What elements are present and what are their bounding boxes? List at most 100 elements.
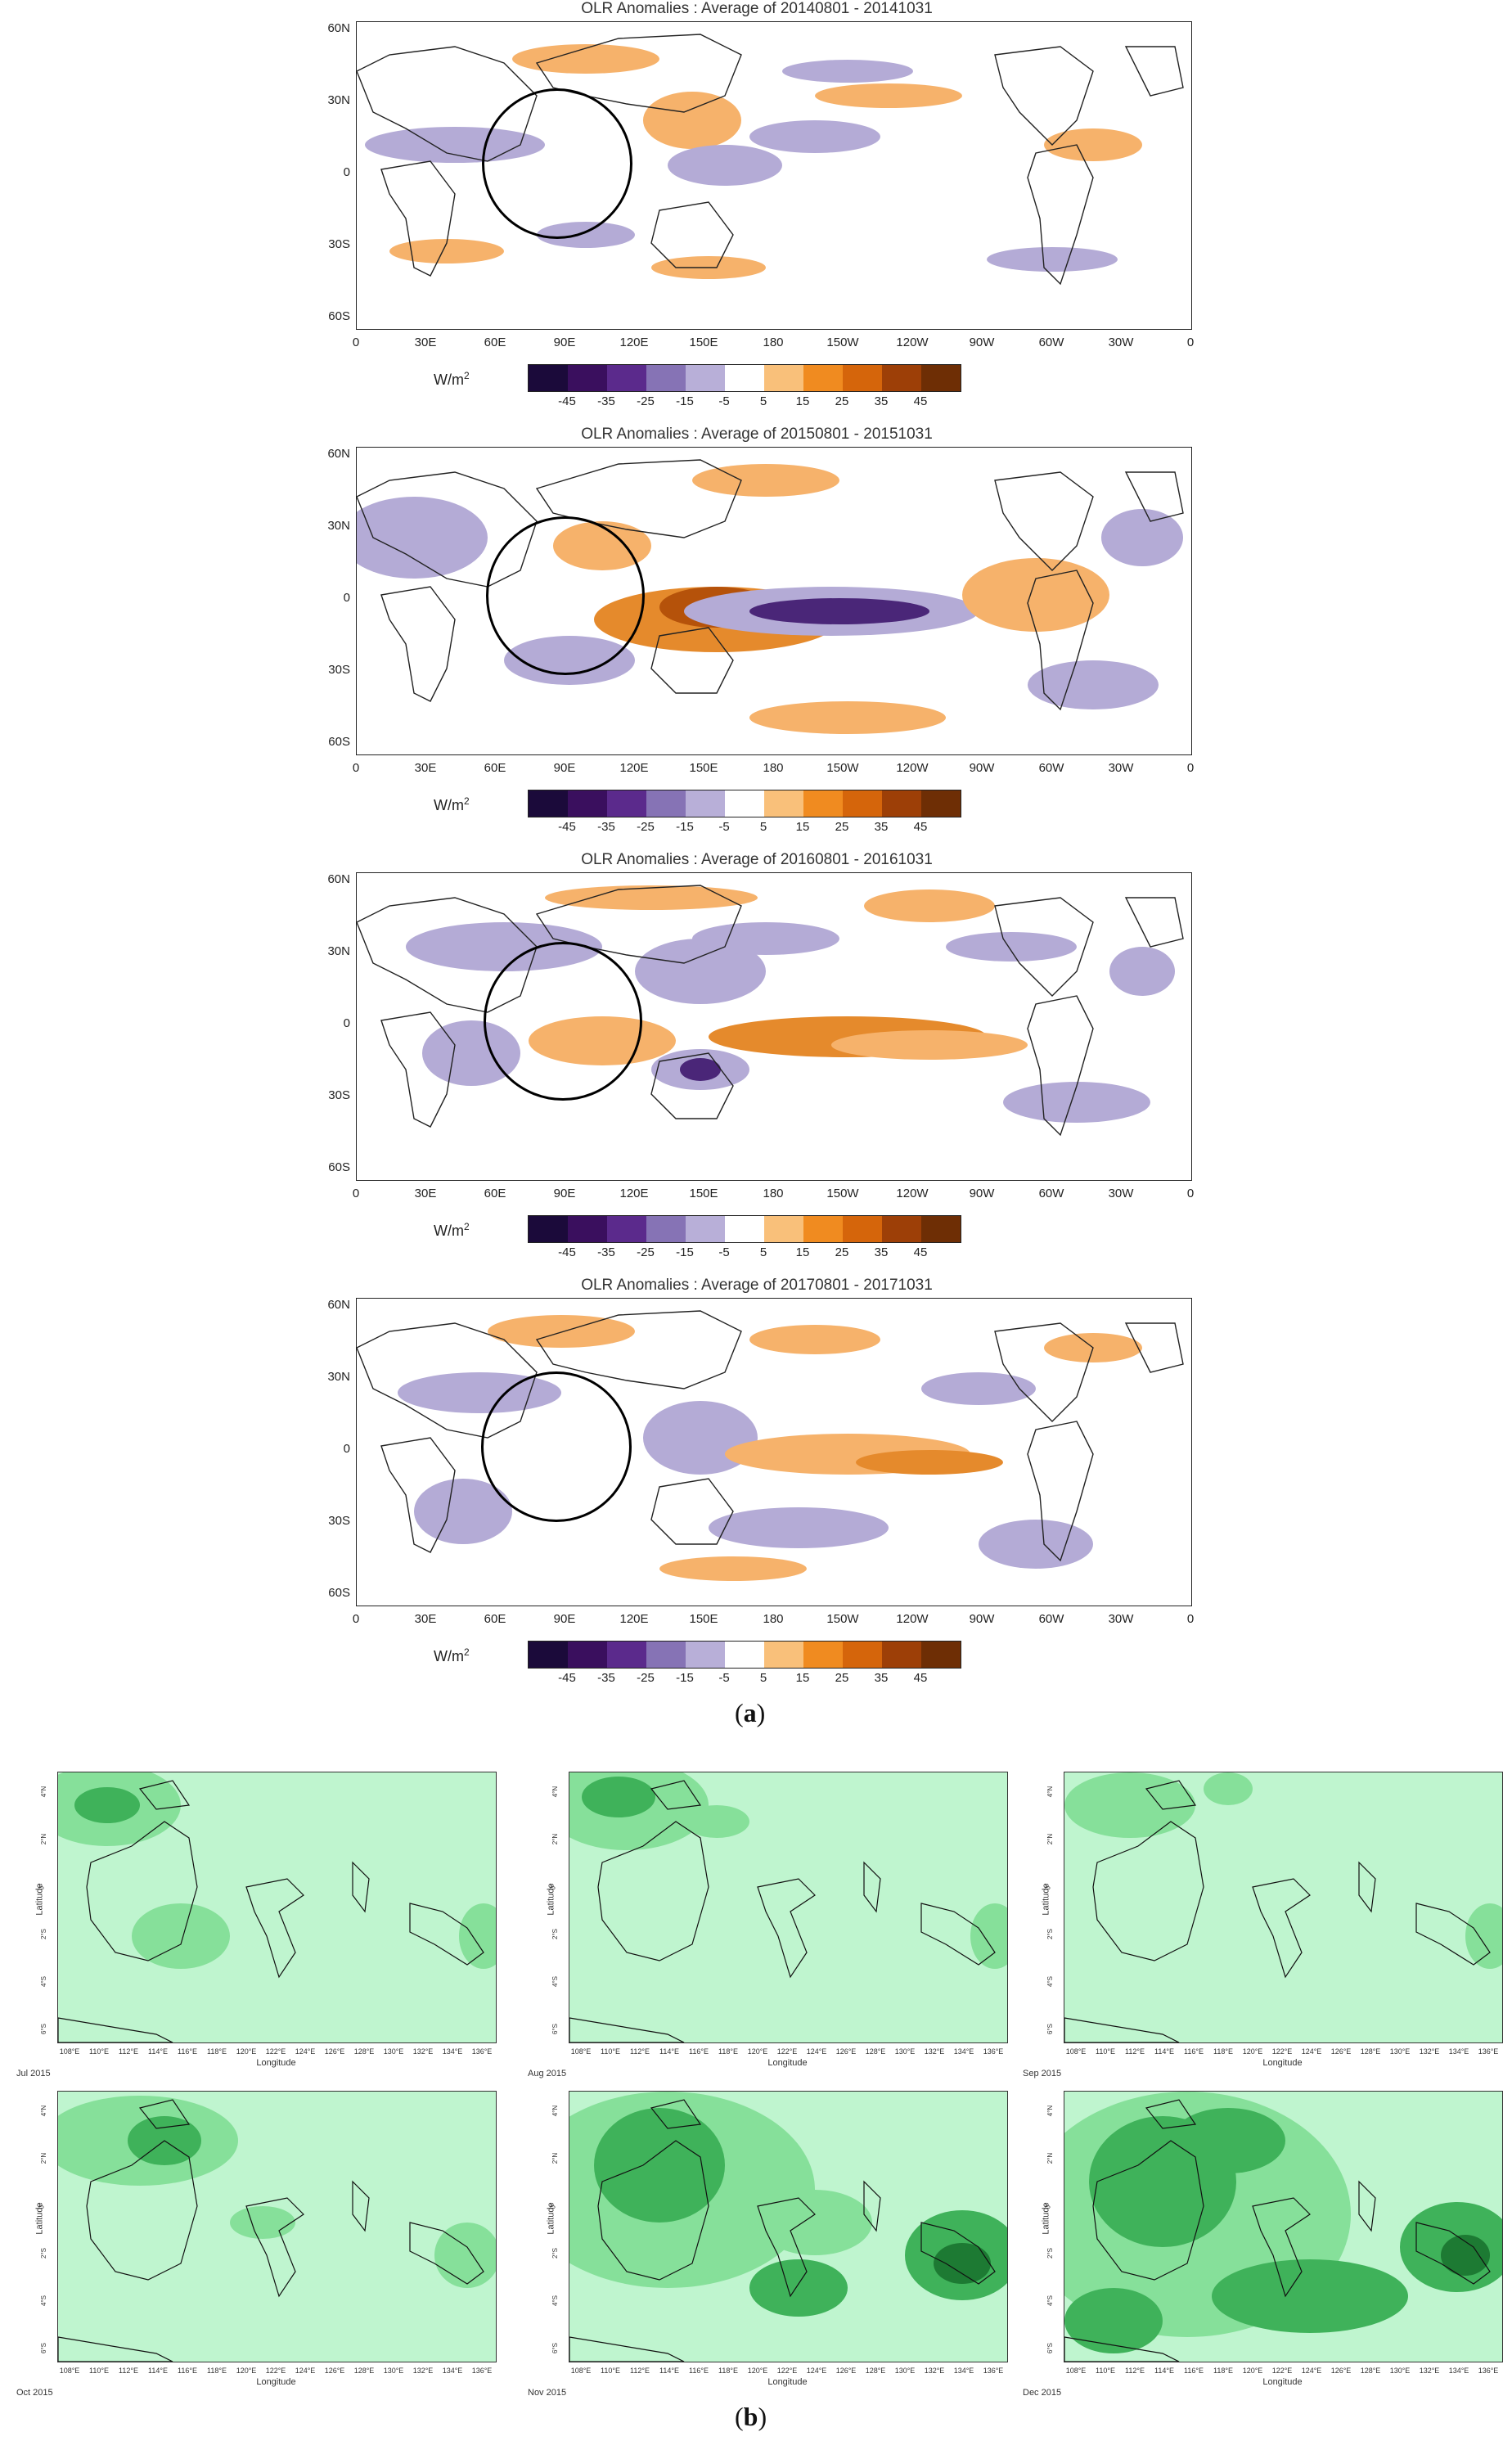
lon-label: 90W xyxy=(969,1612,995,1626)
colorbar-unit: W/m2 xyxy=(434,1221,470,1239)
lon-label: 136°E xyxy=(983,2047,1004,2056)
lon-label: 30E xyxy=(414,336,437,349)
colorbar-swatch xyxy=(725,1216,764,1242)
lat-label: 0° xyxy=(38,2202,46,2209)
monthly-map-3: Latitude 4°N 2°N 0° 2°S 4°S 6°S 108°E 110°E 112°E… xyxy=(1042,1772,1503,2068)
coastline xyxy=(1358,1861,1376,1913)
lon-label: 90W xyxy=(969,336,995,349)
colorbar-tick: 45 xyxy=(913,820,928,834)
colorbar-tick: -35 xyxy=(597,1671,615,1685)
lat-label: 2°S xyxy=(551,2248,559,2259)
lon-label: 0 xyxy=(352,1612,360,1626)
lon-label: 112°E xyxy=(1125,2367,1145,2375)
highlight-circle xyxy=(486,516,645,675)
colorbar-unit: W/m2 xyxy=(434,1646,470,1664)
intensity-region xyxy=(1171,2108,1285,2173)
lat-label: 60N xyxy=(327,447,350,461)
intensity-region xyxy=(1064,2288,1163,2353)
lon-label: 90E xyxy=(553,761,576,775)
lon-label: 128°E xyxy=(1360,2367,1381,2375)
month-label: Sep 2015 xyxy=(1023,2069,1062,2078)
lon-label: 130°E xyxy=(894,2047,916,2056)
coastline xyxy=(138,1780,191,1810)
month-label: Oct 2015 xyxy=(16,2388,53,2398)
lon-label: 126°E xyxy=(324,2367,345,2375)
intensity-region xyxy=(582,1777,655,1817)
lon-label: 122°E xyxy=(1271,2047,1293,2056)
lon-label: 110°E xyxy=(1096,2367,1115,2375)
lat-label: 4°N xyxy=(1046,2105,1055,2117)
lon-label: 118°E xyxy=(718,2047,738,2056)
coastline xyxy=(994,897,1094,997)
colorbar-swatch xyxy=(725,790,764,817)
month-label: Nov 2015 xyxy=(528,2388,567,2398)
lon-label: 108°E xyxy=(59,2367,80,2375)
colorbar-swatch xyxy=(882,365,921,391)
lon-label: 118°E xyxy=(1213,2047,1233,2056)
lon-label: 110°E xyxy=(601,2367,620,2375)
olr-panel-2: OLR Anomalies : Average of 20150801 - 20… xyxy=(319,426,1195,859)
lon-label: 136°E xyxy=(1478,2047,1499,2056)
lon-label: 120°E xyxy=(747,2367,768,2375)
x-axis-label: Longitude xyxy=(256,2377,296,2387)
colorbar-swatch xyxy=(843,1216,882,1242)
lon-label: 130°E xyxy=(383,2047,404,2056)
lon-label: 60W xyxy=(1038,1612,1064,1626)
lon-label: 126°E xyxy=(1330,2367,1352,2375)
colorbar xyxy=(528,1641,961,1669)
lon-label: 132°E xyxy=(1419,2047,1440,2056)
colorbar-tick: -35 xyxy=(597,1245,615,1259)
colorbar-tick: 35 xyxy=(874,394,889,408)
lat-label: 2°N xyxy=(551,1833,560,1845)
anomaly-region xyxy=(1028,660,1159,709)
lon-label: 114°E xyxy=(148,2047,168,2056)
colorbar-tick: -15 xyxy=(676,394,694,408)
lon-label: 116°E xyxy=(178,2367,197,2375)
coastline xyxy=(597,2140,709,2281)
anomaly-region xyxy=(635,939,766,1004)
coastline xyxy=(1124,897,1184,948)
panel-title: OLR Anomalies : Average of 20150801 - 20… xyxy=(581,426,933,443)
lon-label: 118°E xyxy=(207,2367,227,2375)
intensity-region xyxy=(132,1903,230,1969)
lat-label: 4°N xyxy=(551,2105,560,2117)
olr-panel-1: OLR Anomalies : Average of 20140801 - 20… xyxy=(319,0,1195,434)
coastline xyxy=(352,1861,370,1913)
lon-label: 0 xyxy=(352,1187,360,1200)
lon-label: 128°E xyxy=(353,2047,375,2056)
olr-panel-4: OLR Anomalies : Average of 20170801 - 20… xyxy=(319,1277,1195,1710)
anomaly-region xyxy=(680,1058,721,1081)
coastline xyxy=(86,2140,198,2281)
olr-panel-3: OLR Anomalies : Average of 20160801 - 20… xyxy=(319,851,1195,1285)
coastline xyxy=(1124,471,1184,522)
coastline xyxy=(1415,2222,1491,2285)
lon-label: 136°E xyxy=(471,2047,493,2056)
anomaly-region xyxy=(749,701,946,734)
lat-label: 0 xyxy=(343,1442,350,1456)
lat-label: 30N xyxy=(327,944,350,958)
colorbar-tick: 25 xyxy=(835,394,849,408)
lat-label: 2°S xyxy=(1046,1929,1054,1939)
colorbar-swatch xyxy=(764,365,803,391)
lon-label: 128°E xyxy=(1360,2047,1381,2056)
colorbar-swatch xyxy=(529,1216,568,1242)
lon-label: 110°E xyxy=(89,2047,109,2056)
lat-label: 60S xyxy=(328,1160,350,1174)
colorbar-tick: 15 xyxy=(795,1245,810,1259)
lon-axis: 108°E 110°E 112°E 114°E 116°E 118°E 120°E 122°E… xyxy=(569,2367,1006,2378)
lat-label: 0° xyxy=(1044,2202,1052,2209)
lon-label: 120E xyxy=(619,761,649,775)
lon-label: 30E xyxy=(414,1187,437,1200)
colorbar-swatch xyxy=(921,365,961,391)
lat-label: 30S xyxy=(328,663,350,677)
lat-label: 0° xyxy=(549,1883,557,1890)
lon-label: 112°E xyxy=(630,2367,650,2375)
colorbar-tick: -15 xyxy=(676,1245,694,1259)
lon-label: 116°E xyxy=(689,2047,709,2056)
lon-label: 110°E xyxy=(601,2047,620,2056)
coastline xyxy=(380,1011,456,1128)
monthly-map-6: Latitude 4°N 2°N 0° 2°S 4°S 6°S 108°E 110°E 112°E… xyxy=(1042,2091,1503,2387)
intensity-region xyxy=(1441,2235,1490,2276)
monthly-map-2: Latitude 4°N 2°N 0° 2°S 4°S 6°S 108°E 110°E 112°E… xyxy=(547,1772,1008,2068)
colorbar-swatch xyxy=(529,1642,568,1668)
